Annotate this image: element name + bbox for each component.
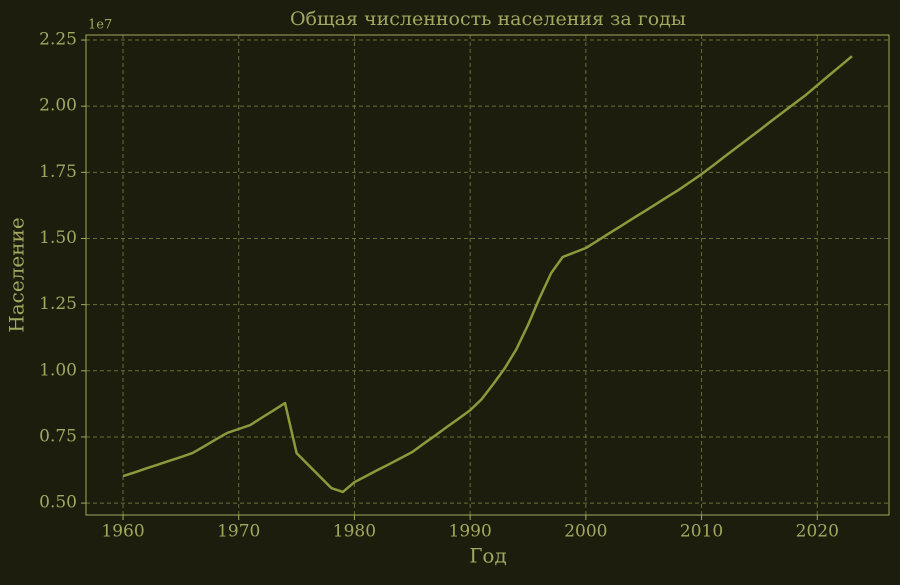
x-tick-label: 2010: [680, 522, 723, 542]
x-tick-label: 1980: [333, 522, 376, 542]
y-tick-label: 0.50: [39, 493, 77, 513]
x-tick-label: 1970: [217, 522, 260, 542]
x-axis-label: Год: [469, 544, 507, 568]
y-tick-label: 1.50: [39, 228, 77, 248]
data-line: [122, 55, 853, 494]
y-tick-label: 1.00: [39, 360, 77, 380]
x-tick-label: 2020: [796, 522, 839, 542]
plot-frame: [85, 34, 890, 516]
y-axis-label: Население: [5, 217, 29, 332]
x-tick-label: 2000: [564, 522, 607, 542]
y-tick-label: 2.00: [39, 96, 77, 116]
x-tick-label: 1960: [101, 522, 144, 542]
y-tick-label: 1.75: [39, 162, 77, 182]
x-tick-label: 1990: [449, 522, 492, 542]
offset-label: 1e7: [88, 18, 112, 33]
y-tick-label: 1.25: [39, 294, 77, 314]
y-tick-label: 0.75: [39, 426, 77, 446]
chart-title: Общая численность населения за годы: [290, 8, 686, 30]
y-tick-label: 2.25: [39, 30, 77, 50]
